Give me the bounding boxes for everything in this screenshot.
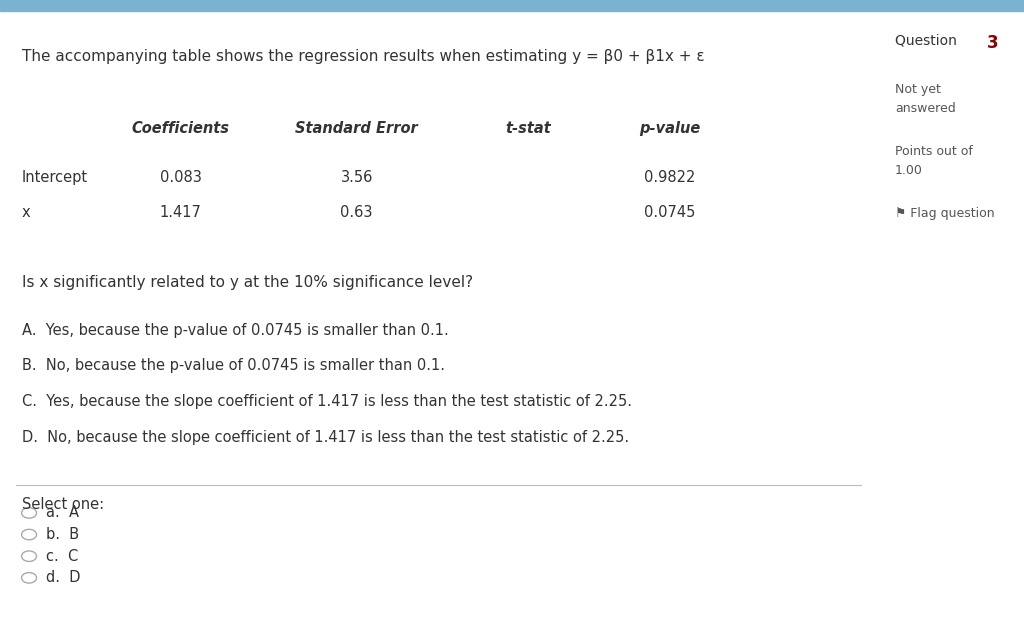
Text: c.  C: c. C bbox=[46, 549, 78, 564]
Text: d.  D: d. D bbox=[46, 570, 80, 585]
Text: The accompanying table shows the regression results when estimating y = β0 + β1x: The accompanying table shows the regress… bbox=[23, 49, 705, 64]
Text: 0.63: 0.63 bbox=[340, 205, 373, 220]
Text: ⚑ Flag question: ⚑ Flag question bbox=[895, 207, 994, 220]
Text: t-stat: t-stat bbox=[506, 121, 551, 135]
Text: 0.083: 0.083 bbox=[160, 170, 202, 185]
Text: p-value: p-value bbox=[639, 121, 700, 135]
Text: Points out of
1.00: Points out of 1.00 bbox=[895, 145, 973, 177]
Text: Select one:: Select one: bbox=[23, 497, 104, 512]
Text: Intercept: Intercept bbox=[23, 170, 88, 185]
Text: 0.9822: 0.9822 bbox=[644, 170, 695, 185]
Text: x: x bbox=[23, 205, 31, 220]
Text: 0.0745: 0.0745 bbox=[644, 205, 695, 220]
Text: Not yet
answered: Not yet answered bbox=[895, 83, 955, 116]
Text: D.  No, because the slope coefficient of 1.417 is less than the test statistic o: D. No, because the slope coefficient of … bbox=[23, 430, 629, 445]
Text: Is x significantly related to y at the 10% significance level?: Is x significantly related to y at the 1… bbox=[23, 275, 473, 290]
Text: 3: 3 bbox=[987, 34, 998, 52]
Text: Question: Question bbox=[895, 34, 962, 48]
Text: a.  A: a. A bbox=[46, 506, 79, 520]
Text: Standard Error: Standard Error bbox=[295, 121, 418, 135]
Text: Coefficients: Coefficients bbox=[131, 121, 229, 135]
Text: B.  No, because the p-value of 0.0745 is smaller than 0.1.: B. No, because the p-value of 0.0745 is … bbox=[23, 358, 445, 373]
Text: 1.417: 1.417 bbox=[160, 205, 202, 220]
Text: 3.56: 3.56 bbox=[340, 170, 373, 185]
Text: C.  Yes, because the slope coefficient of 1.417 is less than the test statistic : C. Yes, because the slope coefficient of… bbox=[23, 394, 632, 409]
Text: b.  B: b. B bbox=[46, 527, 79, 542]
Bar bbox=[0, 0, 881, 11]
Text: A.  Yes, because the p-value of 0.0745 is smaller than 0.1.: A. Yes, because the p-value of 0.0745 is… bbox=[23, 323, 449, 337]
